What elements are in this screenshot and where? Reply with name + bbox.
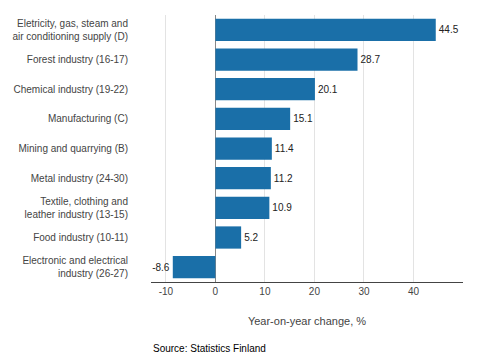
svg-text:Chemical industry (19-22): Chemical industry (19-22) [14,84,129,95]
svg-text:0: 0 [213,286,219,297]
svg-text:Source: Statistics Finland: Source: Statistics Finland [153,343,266,354]
svg-text:-10: -10 [159,286,174,297]
svg-text:30: 30 [358,286,370,297]
svg-text:40: 40 [408,286,420,297]
svg-text:-8.6: -8.6 [152,262,170,273]
svg-text:Year-on-year change, %: Year-on-year change, % [248,315,366,327]
svg-text:5.2: 5.2 [244,232,258,243]
svg-text:Forest industry (16-17): Forest industry (16-17) [27,54,128,65]
svg-text:28.7: 28.7 [361,54,381,65]
svg-text:Metal industry (24-30): Metal industry (24-30) [31,173,128,184]
svg-text:20.1: 20.1 [318,84,338,95]
svg-text:Manufacturing (C): Manufacturing (C) [48,113,128,124]
svg-text:20: 20 [309,286,321,297]
svg-text:11.4: 11.4 [275,143,294,154]
svg-text:Electronic and electricalindus: Electronic and electricalindustry (26-27… [22,255,128,279]
svg-text:11.2: 11.2 [274,173,293,184]
svg-text:Textile, clothing andleather i: Textile, clothing andleather industry (1… [25,196,128,220]
svg-text:10.9: 10.9 [272,202,292,213]
svg-text:Mining and quarrying (B): Mining and quarrying (B) [19,143,129,154]
svg-text:44.5: 44.5 [439,24,459,35]
svg-text:15.1: 15.1 [293,113,313,124]
svg-text:Eletricity, gas, steam andair: Eletricity, gas, steam andair conditioni… [12,18,128,42]
svg-text:Food industry (10-11): Food industry (10-11) [33,232,128,243]
svg-text:10: 10 [259,286,271,297]
